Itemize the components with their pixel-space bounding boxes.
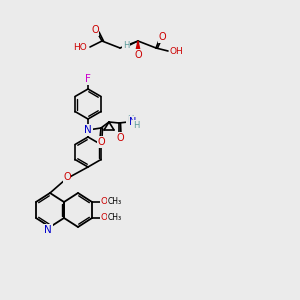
Text: O: O — [100, 197, 107, 206]
Text: HO: HO — [73, 43, 87, 52]
Text: OH: OH — [170, 46, 184, 56]
Text: O: O — [97, 137, 105, 147]
Text: CH₃: CH₃ — [108, 214, 122, 223]
Text: N: N — [84, 125, 92, 135]
Text: N: N — [44, 225, 52, 235]
Text: O: O — [134, 50, 142, 60]
Text: O: O — [91, 25, 99, 35]
Text: N: N — [129, 117, 137, 127]
Text: H: H — [127, 116, 133, 124]
Text: O: O — [63, 172, 71, 182]
Text: H: H — [133, 121, 139, 130]
Text: F: F — [85, 74, 91, 85]
Text: O: O — [100, 214, 107, 223]
Text: CH₃: CH₃ — [108, 197, 122, 206]
Text: O: O — [158, 32, 166, 42]
Text: O: O — [116, 133, 124, 143]
Polygon shape — [136, 41, 140, 53]
Text: H: H — [123, 40, 129, 50]
